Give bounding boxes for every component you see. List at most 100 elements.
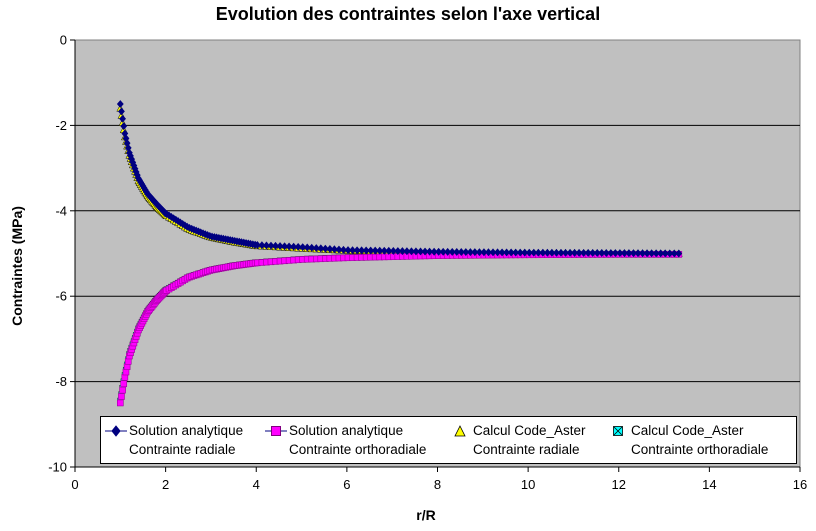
data-point-0-161 [616, 249, 624, 258]
x-tick-label-4: 8 [434, 477, 441, 492]
data-point-0-119 [426, 247, 433, 256]
data-point-0-107 [371, 246, 379, 255]
data-point-0-108 [376, 246, 384, 255]
data-point-0-136 [503, 248, 510, 257]
data-point-0-93 [308, 243, 316, 252]
data-point-0-164 [630, 249, 637, 258]
data-point-0-166 [639, 249, 646, 258]
data-point-0-131 [480, 248, 488, 257]
data-point-0-132 [485, 248, 492, 257]
data-point-0-101 [344, 246, 352, 255]
data-point-1-0 [117, 399, 124, 407]
data-point-0-97 [326, 245, 334, 253]
legend-label: Calcul Code_Aster [473, 423, 586, 438]
data-point-0-147 [553, 248, 560, 257]
data-point-0-127 [462, 248, 470, 257]
data-point-0-114 [403, 247, 411, 256]
data-point-0-98 [331, 245, 338, 254]
data-point-0-117 [417, 247, 424, 256]
x-tick-label-0: 0 [71, 477, 78, 492]
data-point-0-123 [444, 247, 452, 256]
data-point-0-100 [340, 245, 347, 254]
legend-label: Solution analytique [129, 423, 244, 438]
grid-lines [75, 124, 800, 383]
data-point-0-135 [498, 248, 506, 257]
data-point-0-129 [471, 248, 479, 257]
data-point-0-139 [516, 248, 524, 257]
data-point-0-174 [675, 249, 683, 258]
data-point-0-82 [258, 241, 266, 250]
x-tick-label-6: 12 [612, 477, 626, 492]
data-point-0-90 [294, 242, 302, 251]
data-point-0-162 [621, 249, 628, 258]
data-point-0-155 [589, 248, 597, 257]
y-tick-label-5: -10 [48, 460, 67, 475]
data-point-0-160 [611, 249, 619, 258]
x-tick-label-2: 4 [253, 477, 260, 492]
data-point-0-1 [118, 107, 125, 116]
data-point-0-86 [276, 242, 284, 251]
data-point-0-171 [661, 249, 669, 258]
data-point-0-96 [321, 244, 329, 253]
data-point-0-112 [394, 247, 402, 256]
y-tick-label-3: -6 [55, 289, 67, 304]
data-point-0-172 [666, 249, 674, 258]
legend-label: Calcul Code_Aster [631, 423, 744, 438]
legend-sublabel: Contrainte radiale [129, 442, 236, 457]
data-point-0-167 [643, 249, 651, 258]
series-0 [116, 100, 683, 258]
data-point-0-118 [421, 247, 429, 256]
data-point-0-85 [272, 241, 279, 250]
data-point-0-151 [571, 248, 578, 257]
data-point-0-156 [593, 249, 601, 257]
data-point-0-3 [120, 122, 128, 131]
data-point-0-88 [285, 242, 293, 251]
data-point-0-168 [648, 249, 655, 258]
data-point-0-116 [412, 247, 420, 256]
legend-marker-x-square-icon [613, 426, 623, 436]
data-point-0-110 [385, 246, 393, 255]
chart-title: Evolution des contraintes selon l'axe ve… [215, 4, 601, 24]
data-point-0-140 [521, 248, 529, 257]
x-tick-label-3: 6 [343, 477, 350, 492]
data-point-0-134 [494, 248, 501, 257]
data-point-0-133 [489, 248, 497, 257]
data-point-0-144 [539, 248, 547, 257]
data-point-0-81 [253, 241, 261, 249]
data-point-0-138 [512, 248, 520, 257]
data-point-0-143 [534, 248, 542, 257]
data-point-0-146 [548, 248, 556, 257]
data-point-0-111 [389, 246, 397, 255]
data-point-0-120 [430, 247, 438, 256]
y-tick-label-0: 0 [60, 33, 67, 48]
data-point-0-89 [290, 242, 298, 251]
y-tick-label-4: -8 [55, 374, 67, 389]
legend-sublabel: Contrainte orthoradiale [289, 442, 427, 457]
data-point-0-95 [317, 244, 325, 253]
data-point-0-170 [657, 249, 665, 258]
data-point-0-163 [625, 249, 633, 258]
x-tick-label-5: 10 [521, 477, 535, 492]
data-point-1-3 [120, 380, 128, 388]
data-point-0-104 [358, 246, 365, 255]
legend-marker-square-icon [265, 426, 287, 436]
data-point-0-105 [362, 246, 370, 255]
data-point-0-122 [439, 247, 447, 256]
x-tick-label-8: 16 [793, 477, 807, 492]
data-point-0-154 [584, 248, 592, 257]
legend: Solution analytique Contrainte radiale S… [100, 416, 797, 464]
legend-marker-diamond-icon [105, 425, 127, 437]
data-point-0-121 [435, 247, 443, 256]
data-point-0-130 [476, 248, 483, 257]
x-tick-label-1: 2 [162, 477, 169, 492]
data-point-0-94 [312, 244, 320, 253]
y-tick-label-2: -4 [55, 203, 67, 218]
data-point-0-87 [281, 242, 288, 251]
data-point-0-142 [530, 248, 538, 257]
data-point-1-2 [119, 386, 126, 394]
y-ticks: 0 -2 -4 -6 -8 -10 [48, 33, 75, 475]
data-point-0-124 [448, 247, 456, 256]
data-point-0-2 [119, 114, 126, 123]
y-axis-title: Contraintes (MPa) [9, 206, 25, 326]
x-ticks: 0 2 4 6 8 10 12 14 16 [71, 467, 807, 492]
